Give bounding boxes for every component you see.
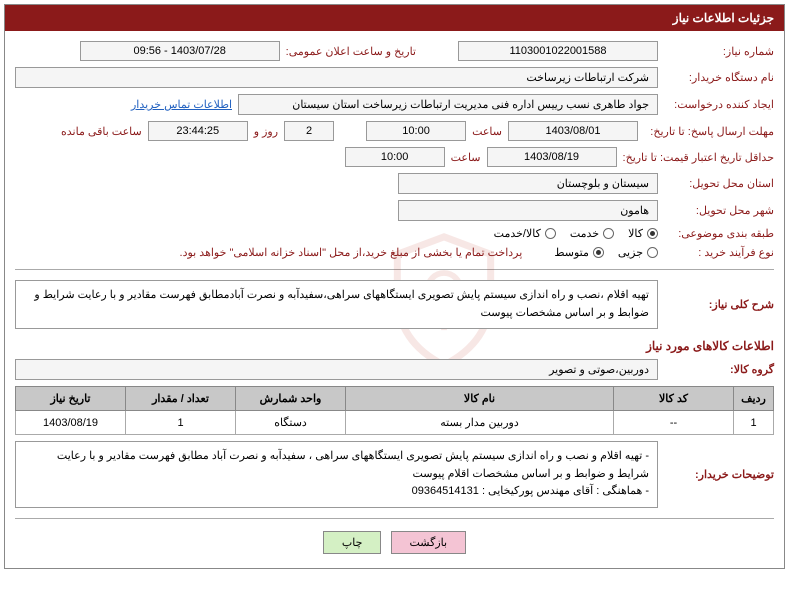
delivery-city-value: هامون (398, 200, 658, 221)
delivery-province-value: سیستان و بلوچستان (398, 173, 658, 194)
row-need-summary: شرح کلی نیاز: تهیه اقلام ،نصب و راه اندا… (15, 280, 774, 329)
delivery-city-label: شهر محل تحویل: (664, 204, 774, 217)
table-header-cell: کد کالا (614, 387, 734, 411)
goods-table: ردیفکد کالانام کالاواحد شمارشتعداد / مقد… (15, 386, 774, 435)
panel-content: شماره نیاز: 1103001022001588 تاریخ و ساع… (5, 31, 784, 568)
need-number-value: 1103001022001588 (458, 41, 658, 61)
radio-icon (545, 228, 556, 239)
table-cell: -- (614, 411, 734, 435)
row-buyer-notes: توضیحات خریدار: - تهیه اقلام و نصب و راه… (15, 441, 774, 508)
row-buyer-org: نام دستگاه خریدار: شرکت ارتباطات زیرساخت (15, 67, 774, 88)
countdown-days-label: روز و (254, 125, 278, 138)
buyer-contact-link[interactable]: اطلاعات تماس خریدار (131, 98, 232, 111)
validity-label: حداقل تاریخ اعتبار قیمت: تا تاریخ: (623, 151, 774, 164)
panel-header: جزئیات اطلاعات نیاز (5, 5, 784, 31)
buyer-notes-label: توضیحات خریدار: (664, 468, 774, 481)
requester-value: جواد طاهری نسب رییس اداره فنی مدیریت ارت… (238, 94, 658, 115)
row-validity: حداقل تاریخ اعتبار قیمت: تا تاریخ: 1403/… (15, 147, 774, 167)
radio-icon (593, 247, 604, 258)
divider-1 (15, 269, 774, 270)
category-radio-2[interactable]: کالا/خدمت (494, 227, 556, 240)
delivery-province-label: استان محل تحویل: (664, 177, 774, 190)
table-cell: 1 (734, 411, 774, 435)
goods-group-value: دوربین،صوتی و تصویر (15, 359, 658, 380)
radio-icon (647, 247, 658, 258)
row-need-number: شماره نیاز: 1103001022001588 تاریخ و ساع… (15, 41, 774, 61)
goods-section-title: اطلاعات کالاهای مورد نیاز (15, 339, 774, 353)
validity-time: 10:00 (345, 147, 445, 167)
row-delivery-province: استان محل تحویل: سیستان و بلوچستان (15, 173, 774, 194)
table-header-cell: تعداد / مقدار (126, 387, 236, 411)
table-header-row: ردیفکد کالانام کالاواحد شمارشتعداد / مقد… (16, 387, 774, 411)
radio-label: کالا (628, 227, 643, 240)
row-goods-group: گروه کالا: دوربین،صوتی و تصویر (15, 359, 774, 380)
table-header-cell: نام کالا (346, 387, 614, 411)
table-cell: دوربین مدار بسته (346, 411, 614, 435)
process-type-note: پرداخت تمام یا بخشی از مبلغ خرید،از محل … (180, 246, 523, 259)
radio-label: خدمت (570, 227, 599, 240)
need-summary-value: تهیه اقلام ،نصب و راه اندازی سیستم پایش … (15, 280, 658, 329)
row-requester: ایجاد کننده درخواست: جواد طاهری نسب رییس… (15, 94, 774, 115)
print-button[interactable]: چاپ (323, 531, 382, 554)
row-delivery-city: شهر محل تحویل: هامون (15, 200, 774, 221)
buyer-org-label: نام دستگاه خریدار: (664, 71, 774, 84)
response-deadline-label: مهلت ارسال پاسخ: تا تاریخ: (644, 125, 774, 138)
back-button[interactable]: بازگشت (391, 531, 467, 554)
countdown-time: 23:44:25 (148, 121, 248, 141)
category-radio-group: کالا خدمت کالا/خدمت (494, 227, 658, 240)
need-summary-label: شرح کلی نیاز: (664, 298, 774, 311)
main-panel: جزئیات اطلاعات نیاز شماره نیاز: 11030010… (4, 4, 785, 569)
table-cell: 1 (126, 411, 236, 435)
row-category: طبقه بندی موضوعی: کالا خدمت کالا/خدمت (15, 227, 774, 240)
table-cell: 1403/08/19 (16, 411, 126, 435)
table-row: 1--دوربین مدار بستهدستگاه11403/08/19 (16, 411, 774, 435)
radio-label: کالا/خدمت (494, 227, 541, 240)
radio-label: متوسط (554, 246, 589, 259)
announce-dt-label: تاریخ و ساعت اعلان عمومی: (286, 45, 416, 58)
row-response-deadline: مهلت ارسال پاسخ: تا تاریخ: 1403/08/01 سا… (15, 121, 774, 141)
response-deadline-date: 1403/08/01 (508, 121, 638, 141)
requester-label: ایجاد کننده درخواست: (664, 98, 774, 111)
button-row: چاپ بازگشت (15, 531, 774, 554)
buyer-notes-value: - تهیه اقلام و نصب و راه اندازی سیستم پا… (15, 441, 658, 508)
goods-group-label: گروه کالا: (664, 363, 774, 376)
validity-date: 1403/08/19 (487, 147, 617, 167)
category-label: طبقه بندی موضوعی: (664, 227, 774, 240)
category-radio-1[interactable]: خدمت (570, 227, 614, 240)
radio-icon (647, 228, 658, 239)
process-radio-0[interactable]: جزیی (618, 246, 658, 259)
radio-label: جزیی (618, 246, 643, 259)
table-header-cell: واحد شمارش (236, 387, 346, 411)
table-cell: دستگاه (236, 411, 346, 435)
panel-title: جزئیات اطلاعات نیاز (673, 11, 774, 25)
process-type-label: نوع فرآیند خرید : (664, 246, 774, 259)
countdown-days: 2 (284, 121, 334, 141)
countdown-remain-label: ساعت باقی مانده (61, 125, 142, 138)
divider-2 (15, 518, 774, 519)
category-radio-0[interactable]: کالا (628, 227, 658, 240)
table-header-cell: تاریخ نیاز (16, 387, 126, 411)
process-radio-1[interactable]: متوسط (554, 246, 604, 259)
process-type-radio-group: جزیی متوسط (554, 246, 658, 259)
radio-icon (603, 228, 614, 239)
announce-dt-value: 1403/07/28 - 09:56 (80, 41, 280, 61)
table-header-cell: ردیف (734, 387, 774, 411)
row-process-type: نوع فرآیند خرید : جزیی متوسط پرداخت تمام … (15, 246, 774, 259)
response-deadline-time: 10:00 (366, 121, 466, 141)
response-time-label: ساعت (472, 125, 502, 138)
validity-time-label: ساعت (451, 151, 481, 164)
buyer-org-value: شرکت ارتباطات زیرساخت (15, 67, 658, 88)
need-number-label: شماره نیاز: (664, 45, 774, 58)
